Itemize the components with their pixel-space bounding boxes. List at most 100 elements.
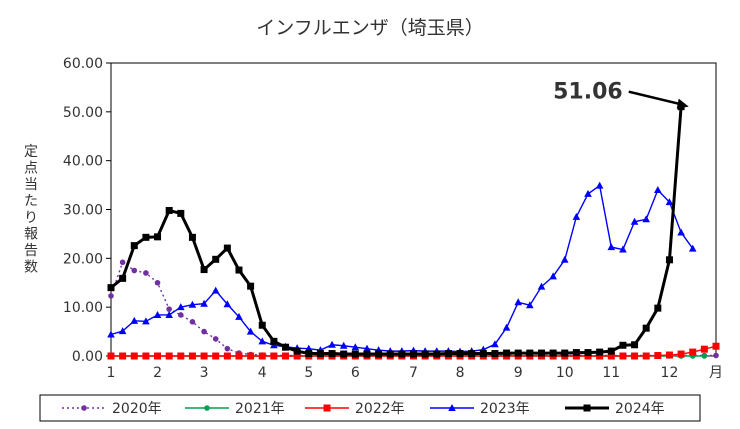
y-axis-label-char: 告 [24,243,38,259]
data-point [166,306,172,312]
data-point [537,282,546,290]
data-point [107,330,115,338]
data-point [305,350,313,358]
data-point [561,349,569,357]
data-point [142,317,150,325]
series-layer [107,103,720,360]
data-point [247,352,255,360]
data-point [444,350,452,358]
data-point [212,352,220,360]
data-point [130,242,138,250]
axes [110,62,717,357]
data-point [119,259,126,266]
data-point [421,350,429,358]
data-point [293,347,301,355]
data-point [154,233,162,241]
legend-item-2022年: 2022年 [305,401,405,417]
data-point [630,217,639,225]
data-point [677,350,685,358]
data-point [549,272,557,280]
data-point [282,343,290,351]
series-2023年 [107,181,697,355]
data-point [235,312,243,320]
data-point [491,340,499,348]
data-point [119,274,127,282]
data-point [631,352,639,360]
y-axis-label-char: 点 [24,161,38,177]
data-point [130,316,139,324]
x-tick-label: 5 [304,365,313,381]
data-point [607,352,615,360]
data-point [596,348,604,356]
data-point [491,350,499,358]
data-point [304,344,313,352]
data-point [328,340,336,348]
data-point [619,352,627,360]
legend-swatch-marker [81,405,87,411]
legend-swatch-marker [583,404,591,412]
x-tick-label: 2 [153,365,162,381]
y-axis-label-char: 当 [24,177,38,193]
data-point [398,350,406,358]
data-point [107,352,115,360]
legend-swatch-marker [204,405,210,411]
data-point [177,209,185,217]
y-tick-label: 60.00 [63,56,103,72]
data-point [560,255,569,263]
data-point [270,352,278,360]
x-axis-unit: 月 [709,365,723,381]
data-point [223,244,231,252]
x-tick-label: 3 [200,365,209,381]
data-point [386,350,394,358]
data-point [130,352,138,360]
data-point [607,347,615,355]
data-point [689,348,697,356]
data-point [131,267,138,274]
data-point [642,324,650,332]
x-tick-label: 6 [351,365,360,381]
data-point [165,352,173,360]
data-point [351,350,359,358]
y-axis-label-char: 報 [24,227,38,243]
data-point [526,349,534,357]
data-point [258,352,266,360]
series-2024年 [107,103,685,358]
data-point [293,352,301,360]
data-point [108,293,114,299]
y-tick-label: 20.00 [63,251,103,267]
x-tick-labels: 1 2 3 4 5 6 7 8 9 10 11 12 月 [107,365,723,381]
data-point [189,319,196,325]
data-point [118,327,127,335]
data-point [235,352,243,360]
data-point [596,352,604,360]
data-point [433,350,441,358]
data-point [246,327,255,335]
data-point [537,349,545,357]
data-point [701,353,708,359]
series-line [110,184,694,353]
y-tick-label: 50.00 [63,105,103,121]
y-axis-label-char: り [24,210,38,226]
data-point [340,350,348,358]
legend-item-2020年: 2020年 [62,401,162,417]
x-tick-label: 4 [258,365,267,381]
data-point [328,350,336,358]
y-tick-label: 0.00 [72,349,103,365]
annotation-label: 51.06 [553,80,623,105]
x-tick-label: 1 [107,365,116,381]
legend-label: 2021年 [235,401,285,417]
data-point [677,228,685,236]
data-point [642,215,650,223]
data-point [177,352,185,360]
legend-swatch-marker [448,404,456,411]
legend-swatch-marker [323,404,331,412]
data-point [188,300,197,308]
data-point [502,323,511,331]
data-point [700,345,708,353]
data-point [200,266,208,274]
legend-item-2024年: 2024年 [565,401,665,417]
legend-item-2021年: 2021年 [185,401,285,417]
legend-item-2023年: 2023年 [430,401,530,417]
legend: 2020年 2021年 2022年 2023年 2024年 [39,394,701,422]
